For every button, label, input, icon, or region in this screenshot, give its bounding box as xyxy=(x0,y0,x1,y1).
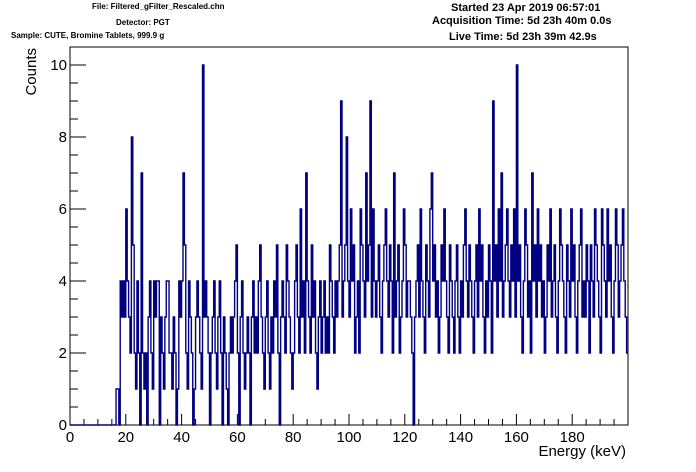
y-tick-label: 4 xyxy=(59,273,67,290)
x-tick-label: 100 xyxy=(336,429,361,446)
x-tick-label: 180 xyxy=(560,429,585,446)
x-axis-title: Energy (keV) xyxy=(538,443,626,460)
x-tick-label: 80 xyxy=(285,429,302,446)
x-tick-label: 120 xyxy=(392,429,417,446)
sample-label: Sample: CUTE, Bromine Tablets, 999.9 g xyxy=(11,31,165,40)
y-axis: 0 2 4 6 8 10 xyxy=(50,46,86,434)
live-time-label: Live Time: 5d 23h 39m 42.9s xyxy=(449,31,597,43)
y-tick-label: 0 xyxy=(59,417,67,434)
x-axis: 0 20 40 60 80 100 120 140 160 180 xyxy=(66,414,629,446)
y-tick-label: 6 xyxy=(59,201,67,218)
y-tick-label: 8 xyxy=(59,129,67,146)
spectrum-histogram-line xyxy=(70,64,628,426)
x-tick-label: 40 xyxy=(173,429,190,446)
x-tick-label: 140 xyxy=(448,429,473,446)
x-tick-label: 0 xyxy=(66,429,74,446)
y-axis-title: Counts xyxy=(23,48,40,96)
detector-label: Detector: PGT xyxy=(116,18,170,27)
file-name-label: File: Filtered_gFilter_Rescaled.chn xyxy=(92,2,225,11)
acquisition-time-label: Acquisition Time: 5d 23h 40m 0.0s xyxy=(432,15,612,27)
y-tick-label: 10 xyxy=(50,57,67,74)
y-tick-label: 2 xyxy=(59,345,67,362)
x-tick-label: 20 xyxy=(117,429,134,446)
x-tick-label: 60 xyxy=(229,429,246,446)
started-label: Started 23 Apr 2019 06:57:01 xyxy=(451,2,601,14)
x-tick-label: 160 xyxy=(504,429,529,446)
